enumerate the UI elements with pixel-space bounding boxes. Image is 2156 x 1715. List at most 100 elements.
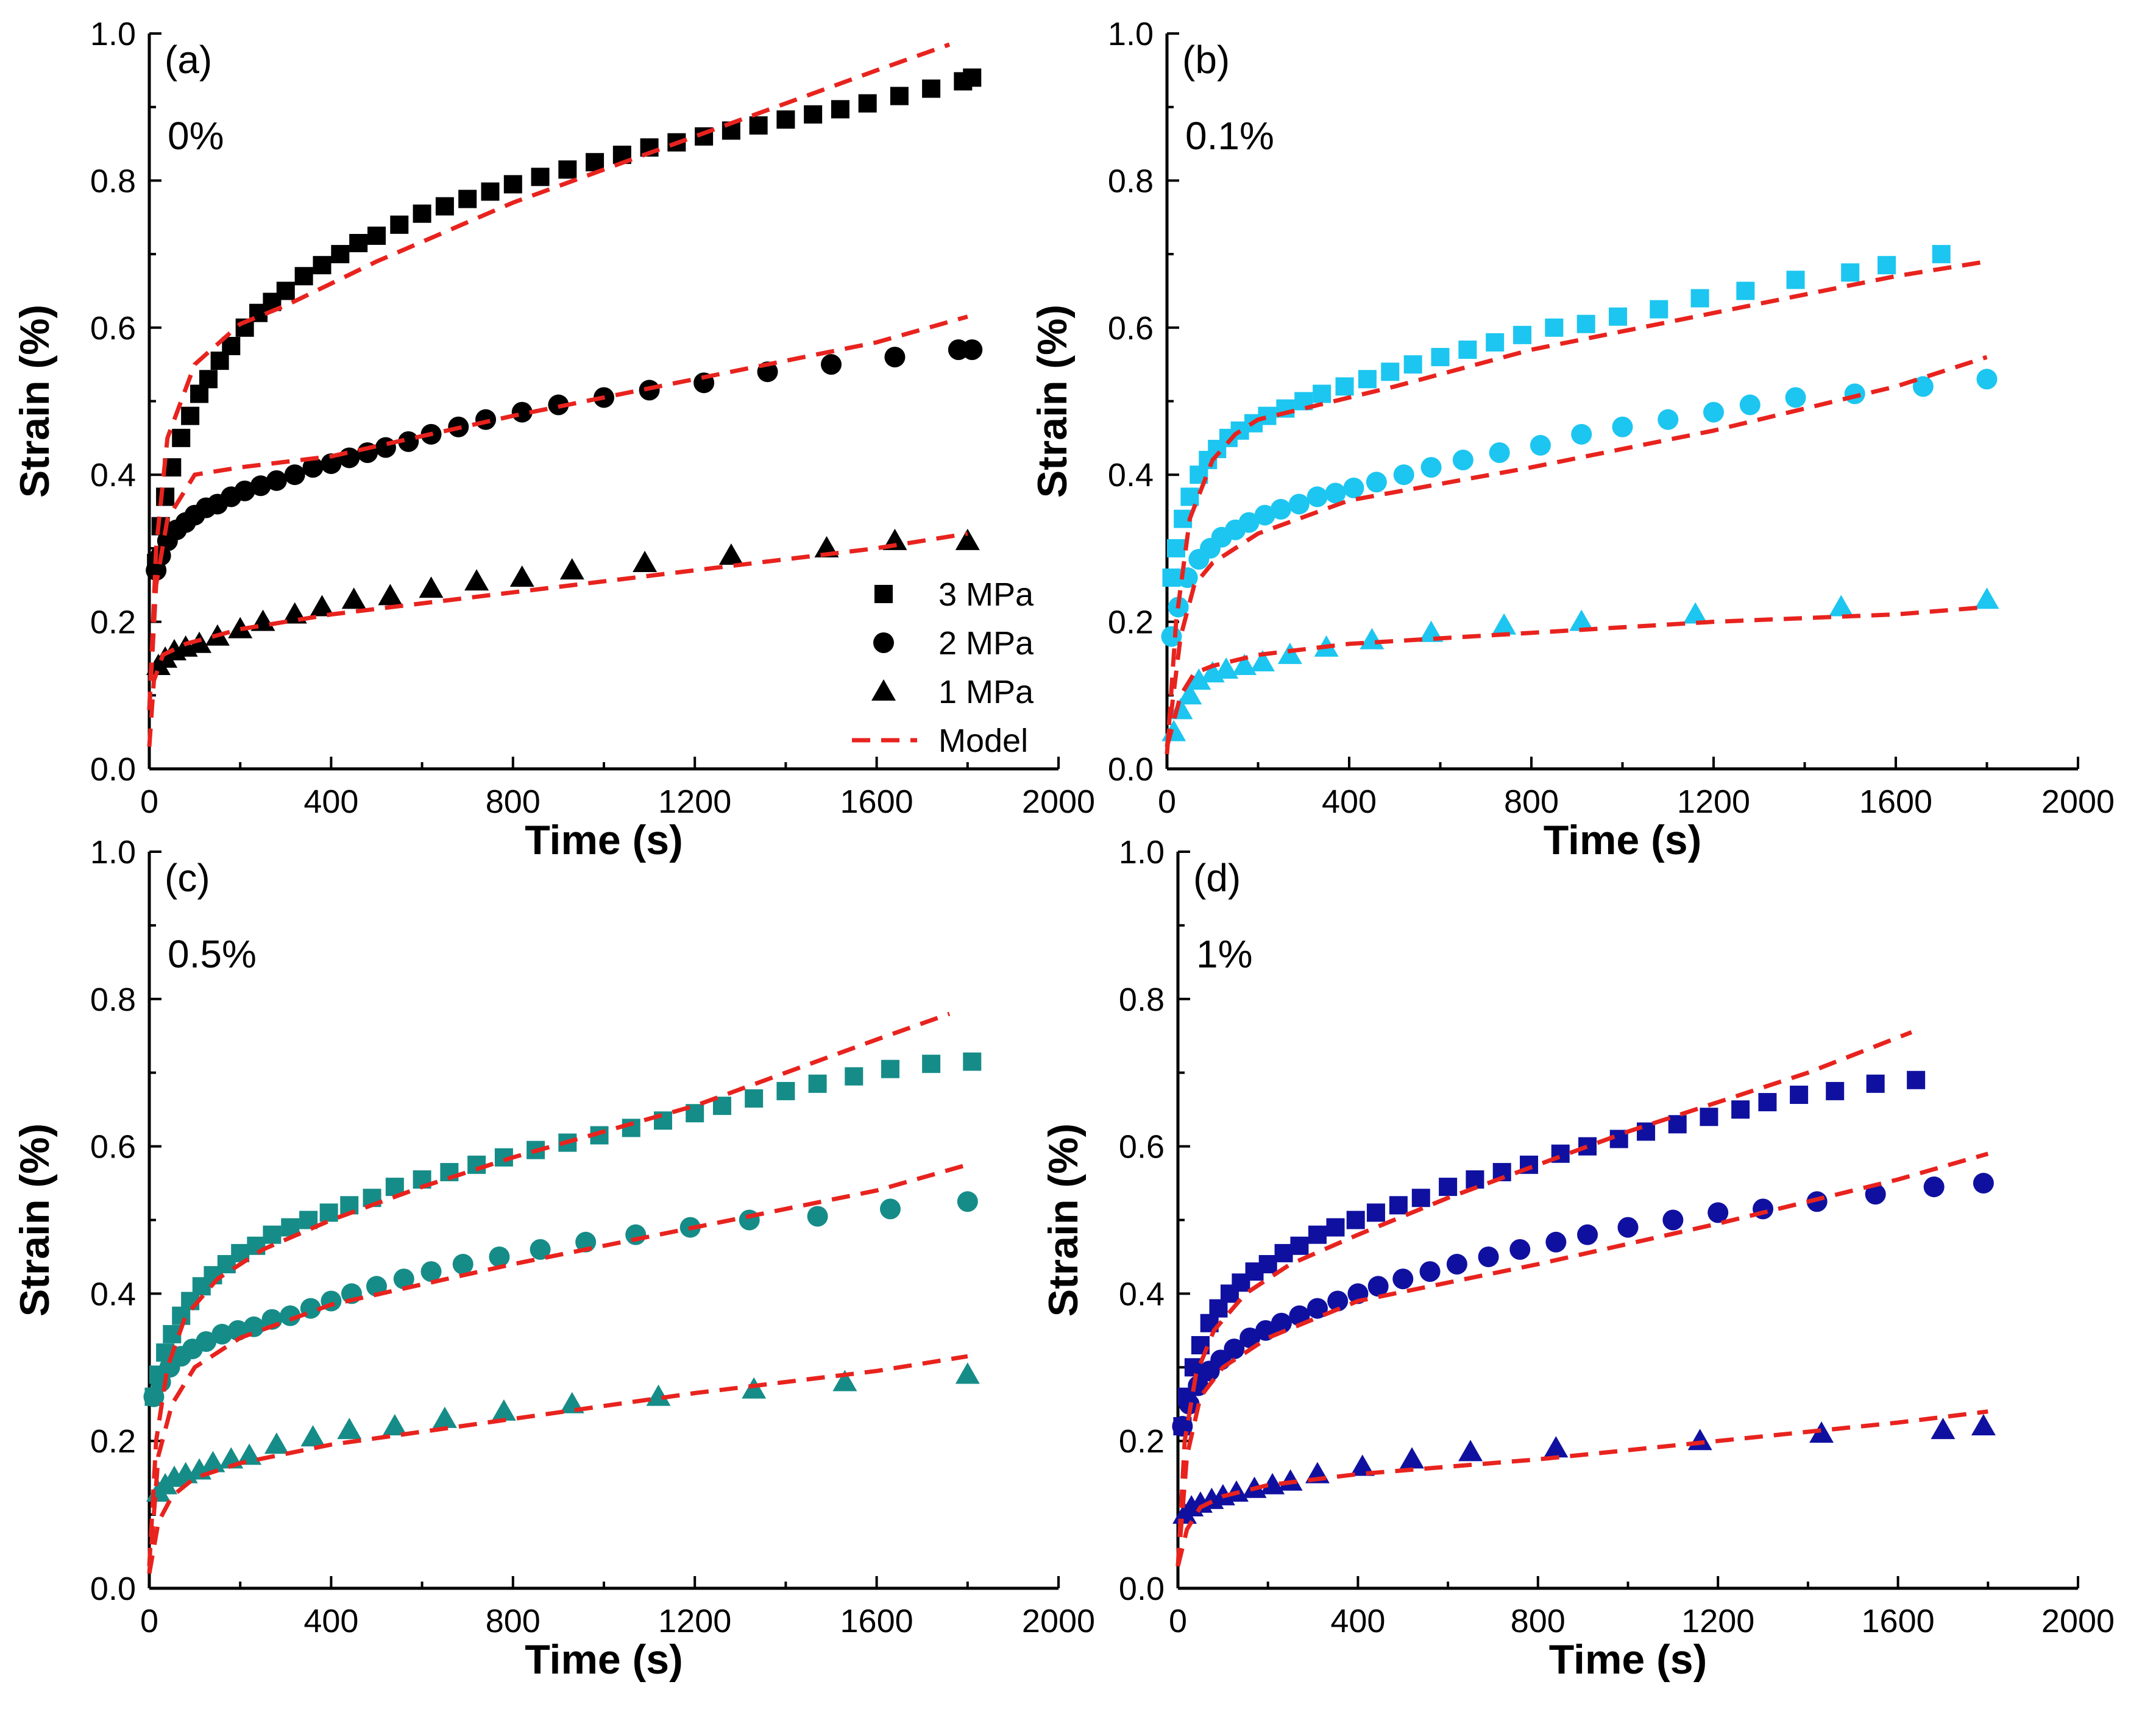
data-point-square — [1736, 281, 1755, 300]
data-point-square — [804, 105, 823, 124]
x-tick-label: 1200 — [658, 1603, 731, 1639]
data-point-circle — [1367, 1276, 1389, 1297]
legend: 3 MPa 2 MPa 1 MPa Model — [852, 576, 1034, 759]
data-point-triangle — [1277, 642, 1302, 664]
data-point-circle — [807, 1206, 828, 1227]
y-tick-label: 0.0 — [90, 751, 136, 788]
data-point-triangle — [1360, 628, 1385, 649]
data-point-square — [1389, 1196, 1408, 1215]
data-point-circle — [1612, 416, 1633, 437]
data-point-circle — [1658, 409, 1679, 430]
data-point-square — [890, 87, 909, 105]
data-point-triangle — [337, 1418, 362, 1440]
y-tick-label: 0.4 — [90, 457, 136, 493]
data-point-circle — [1239, 1327, 1261, 1348]
data-point-square — [331, 245, 350, 264]
data-point-circle — [452, 1254, 473, 1275]
x-tick-label: 1600 — [840, 783, 913, 820]
data-point-square — [1866, 1074, 1885, 1093]
x-axis-title: Time (s) — [525, 817, 683, 863]
data-point-square — [481, 182, 500, 201]
data-point-circle — [884, 347, 906, 368]
model-line — [147, 1011, 951, 1566]
data-point-circle — [879, 1198, 901, 1220]
x-axis-title: Time (s) — [1544, 817, 1701, 863]
data-point-square — [1637, 1122, 1656, 1141]
data-point-triangle — [464, 569, 489, 591]
data-point-square — [1411, 1189, 1430, 1208]
data-point-square — [858, 94, 877, 113]
x-axis-title: Time (s) — [525, 1636, 683, 1683]
data-point-triangle — [1278, 1469, 1303, 1491]
data-point-square — [1180, 487, 1199, 506]
model-line — [147, 531, 968, 748]
data-point-triangle — [1974, 587, 1999, 609]
data-point-triangle — [264, 1432, 289, 1454]
data-point-square — [1166, 539, 1185, 557]
data-point-triangle — [237, 1443, 262, 1465]
data-point-triangle — [646, 1384, 671, 1406]
data-point-triangle — [1232, 654, 1257, 676]
data-point-square — [653, 1111, 672, 1130]
x-tick-label: 400 — [303, 783, 358, 820]
data-point-square — [1274, 1243, 1293, 1262]
data-markers — [1161, 245, 1999, 741]
data-point-triangle — [1569, 609, 1594, 631]
data-point-square — [1458, 341, 1477, 359]
data-point-circle — [398, 431, 419, 452]
data-point-circle — [1865, 1184, 1886, 1205]
data-point-square — [1545, 318, 1564, 337]
data-point-triangle — [1260, 1473, 1285, 1494]
x-tick-label: 1600 — [840, 1603, 913, 1639]
data-point-square — [1932, 245, 1951, 264]
data-point-square — [749, 116, 768, 135]
data-point-square — [349, 233, 368, 252]
data-point-circle — [1976, 369, 1998, 390]
data-point-triangle — [1544, 1436, 1569, 1458]
data-point-triangle — [633, 551, 658, 573]
y-tick-label: 0.0 — [1119, 1571, 1165, 1607]
data-point-square — [263, 1225, 282, 1244]
data-point-circle — [1392, 1268, 1414, 1290]
legend-label: 3 MPa — [938, 576, 1034, 613]
data-point-circle — [1785, 387, 1806, 408]
x-tick-label: 0 — [1158, 783, 1176, 820]
data-point-triangle — [419, 576, 444, 598]
x-tick-label: 1200 — [658, 783, 731, 820]
data-point-square — [1790, 1085, 1809, 1104]
data-point-square — [1358, 370, 1377, 389]
x-tick-label: 1200 — [1677, 783, 1750, 820]
data-point-triangle — [1214, 657, 1239, 679]
data-point-triangle — [1350, 1454, 1375, 1476]
data-point-square — [172, 428, 191, 447]
data-point-square — [831, 100, 849, 119]
data-point-circle — [196, 1331, 217, 1352]
data-point-square — [503, 175, 522, 194]
data-point-square — [1513, 325, 1532, 344]
data-point-circle — [243, 1316, 264, 1337]
data-point-circle — [280, 1305, 301, 1326]
data-point-triangle — [1971, 1414, 1996, 1436]
y-tick-label: 0.2 — [1108, 604, 1154, 641]
data-point-circle — [1530, 434, 1551, 456]
data-point-circle — [1271, 1312, 1292, 1334]
panel-c: 0.0 0.2 0.4 0.6 0.8 1.0 0 400 800 1200 1600 2000 Tim… — [12, 834, 1095, 1683]
data-point-circle — [1366, 472, 1387, 493]
data-point-triangle — [200, 1451, 225, 1473]
data-point-circle — [1973, 1173, 1994, 1194]
data-point-square — [531, 168, 550, 186]
x-tick-label: 2000 — [1022, 1603, 1095, 1639]
data-point-triangle — [1931, 1418, 1956, 1440]
y-tick-label: 0.8 — [90, 163, 136, 199]
data-point-circle — [339, 447, 360, 469]
legend-label: 1 MPa — [938, 674, 1034, 710]
data-point-circle — [321, 453, 342, 475]
data-point-triangle — [491, 1399, 516, 1421]
model-line — [1176, 1151, 1989, 1566]
data-point-square — [1650, 300, 1668, 319]
data-point-square — [776, 110, 795, 129]
data-point-square — [199, 370, 218, 389]
data-point-square — [586, 153, 605, 172]
data-point-circle — [1446, 1254, 1467, 1275]
